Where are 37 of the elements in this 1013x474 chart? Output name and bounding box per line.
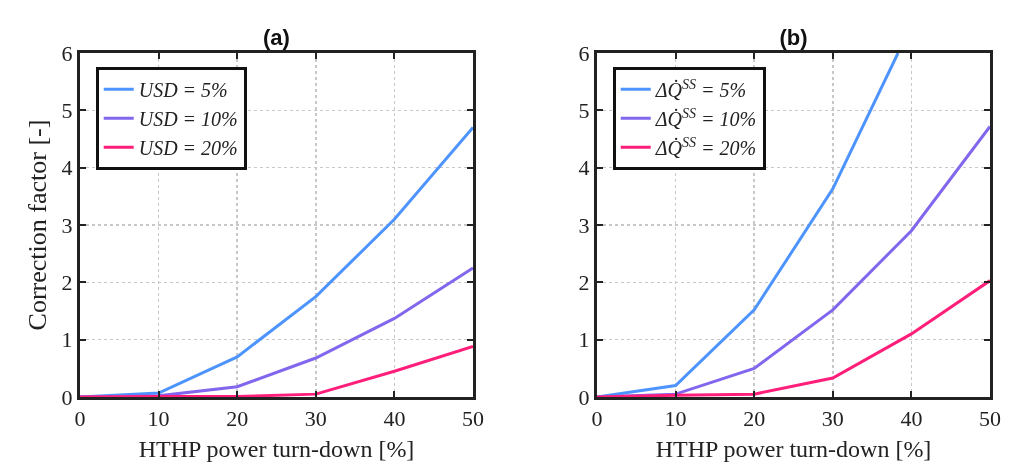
x-tick-label: 20 <box>226 406 249 432</box>
y-tick-label: 3 <box>61 212 73 238</box>
y-tick-label: 5 <box>61 98 73 124</box>
y-tick-label: 5 <box>578 98 590 124</box>
x-axis-title: HTHP power turn-down [%] <box>655 435 932 462</box>
x-tick-label: 40 <box>383 406 406 432</box>
line-series <box>80 345 473 397</box>
y-tick-label: 0 <box>61 384 73 410</box>
y-tick-label: 1 <box>61 327 73 353</box>
y-tick-label: 6 <box>578 40 590 66</box>
x-axis-title: HTHP power turn-down [%] <box>138 435 415 462</box>
y-tick-label: 6 <box>61 40 73 66</box>
legend-label: ΔQ̇$^{SS}$ = 5% <box>654 76 747 102</box>
y-tick-label: 2 <box>578 270 590 296</box>
x-tick-label: 40 <box>900 406 923 432</box>
legend-label: USD = 10% <box>138 108 238 131</box>
x-tick-label: 10 <box>147 406 170 432</box>
line-series <box>597 279 990 397</box>
chart-title: (a) <box>263 25 290 50</box>
legend-label: ΔQ̇$^{SS}$ = 10% <box>654 105 757 131</box>
y-tick-label: 0 <box>578 384 590 410</box>
y-tick-label: 3 <box>578 212 590 238</box>
y-tick-label: 2 <box>61 270 73 296</box>
y-tick-label: 1 <box>578 327 590 353</box>
chart-title: (b) <box>779 25 808 50</box>
x-tick-label: 50 <box>462 406 484 432</box>
y-tick-label: 4 <box>578 155 590 181</box>
y-axis-title: Correction factor [-] <box>23 119 52 331</box>
legend-label: USD = 20% <box>138 137 238 160</box>
y-tick-label: 4 <box>61 155 73 181</box>
x-tick-label: 20 <box>743 406 766 432</box>
x-tick-label: 50 <box>979 406 1001 432</box>
legend-label: ΔQ̇$^{SS}$ = 20% <box>654 134 757 160</box>
x-tick-label: 30 <box>821 406 844 432</box>
x-tick-label: 10 <box>664 406 687 432</box>
x-tick-label: 30 <box>304 406 327 432</box>
legend-label: USD = 5% <box>138 79 228 102</box>
